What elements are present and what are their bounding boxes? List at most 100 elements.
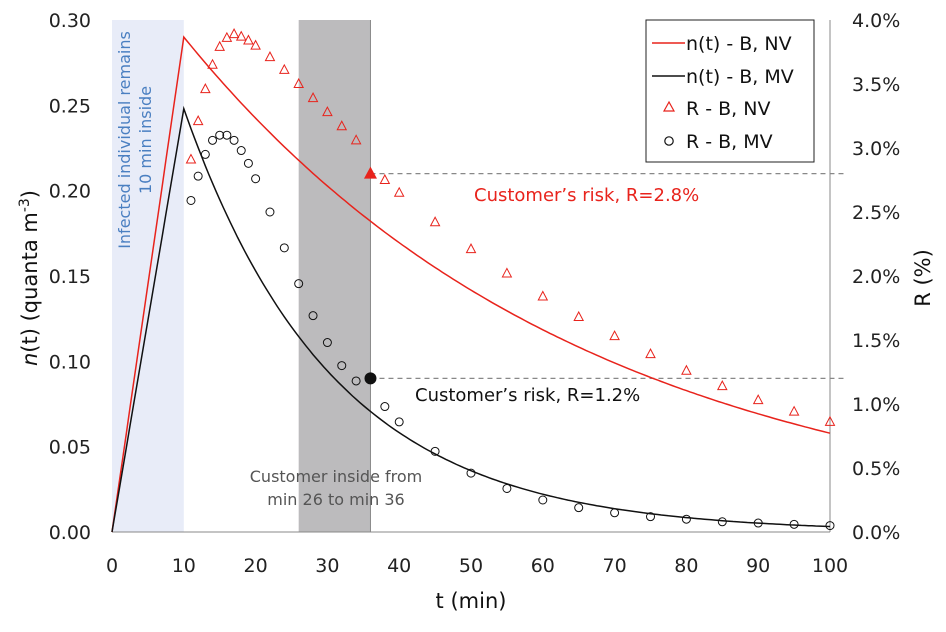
- mv-risk-circle-point: [430, 446, 440, 456]
- y-right-tick-label: 1.0%: [852, 394, 900, 416]
- mv-risk-circle-point: [200, 149, 210, 159]
- axes: [112, 20, 846, 533]
- mv-risk-circle-point: [466, 468, 476, 478]
- legend-box: [645, 19, 815, 163]
- nv-risk-triangle-point: [192, 115, 204, 126]
- nv-risk-triangle-point: [350, 134, 362, 145]
- nv-risk-triangle-point: [716, 380, 728, 391]
- nv-risk-triangle-point: [235, 30, 247, 41]
- annotation-customer-line2: min 26 to min 36: [267, 490, 404, 509]
- legend: n(t) - B, NV n(t) - B, MV R - B, NV R - …: [645, 19, 815, 163]
- y-left-tick-label: 0.00: [49, 522, 91, 544]
- mv-risk-circle-point: [243, 158, 253, 168]
- nv-risk-triangle-point: [429, 216, 441, 227]
- nv-risk-triangle-point: [788, 405, 800, 416]
- y-axis-left-title: n(t) (quanta m-3): [17, 190, 42, 366]
- tick-labels: 0 10 20 30 40 50 60 70 80 90 100 0.00 0.05 0.10 0.15 0.…: [49, 10, 901, 577]
- nv-risk-triangle-point: [393, 186, 405, 197]
- mv-risk-circle-point: [394, 417, 404, 427]
- nv-risk-triangle-point: [250, 39, 261, 50]
- y-axis-right-title: R (%): [911, 249, 935, 307]
- nv-risk-triangle-point: [609, 330, 620, 341]
- mv-risk-circle-point: [681, 514, 691, 524]
- nv-risk-triangle-point: [228, 28, 240, 39]
- x-tick-label: 60: [531, 555, 555, 577]
- nv-risk-triangle-point: [752, 394, 764, 405]
- series-line-n-t-b-mv: [111, 105, 831, 533]
- y-left-tick-label: 0.30: [49, 10, 91, 32]
- mv-risk-circle-point: [265, 207, 275, 217]
- mv-risk-circle-point: [322, 338, 332, 348]
- mv-risk-circle-point: [251, 174, 261, 184]
- mv-risk-circle-point: [753, 518, 763, 528]
- mv-risk-circle-point: [502, 483, 512, 493]
- shaded-region-1: [298, 20, 371, 532]
- nv-risk-triangle-point: [200, 83, 211, 94]
- y-right-tick-label: 2.5%: [852, 202, 900, 224]
- nv-risk-triangle-point: [243, 34, 254, 45]
- nv-risk-triangle-point: [214, 40, 226, 51]
- y-axis-left-title-close: ): [18, 190, 42, 198]
- mv-risk-circle-point: [279, 243, 289, 253]
- nv-risk-triangle-point: [207, 58, 218, 69]
- legend-item-mv-markers: R - B, MV: [686, 131, 773, 153]
- mv-risk-circle-point: [574, 503, 584, 513]
- mv-risk-circle-point: [308, 311, 318, 321]
- x-tick-label: 40: [387, 555, 411, 577]
- nv-risk-triangle-point: [379, 173, 391, 184]
- y-axis-left-title-prefix: n: [18, 353, 42, 366]
- nv-risk-triangle-point: [278, 63, 290, 74]
- mv-risk-circle-point: [610, 508, 620, 518]
- annotation-infected: Infected individual remains 10 min insid…: [115, 31, 155, 249]
- mv-risk-circle-point: [351, 376, 361, 386]
- x-tick-label: 80: [674, 555, 698, 577]
- annotation-nv-risk: Customer’s risk, R=2.8%: [474, 185, 699, 206]
- highlight-nv-risk-point: [363, 166, 377, 179]
- y-left-tick-label: 0.05: [49, 437, 91, 459]
- y-axis-left-title-main: (t) (quanta m: [18, 212, 42, 353]
- y-left-tick-label: 0.15: [49, 266, 91, 288]
- mv-risk-circle-point: [538, 495, 548, 505]
- nv-risk-triangle-point: [681, 364, 692, 375]
- series: [111, 28, 836, 533]
- legend-mv-circle-icon: [664, 136, 674, 146]
- nv-risk-triangle-point: [645, 348, 656, 359]
- nv-risk-triangle-point: [264, 51, 276, 62]
- nv-risk-triangle-point: [336, 120, 348, 131]
- mv-risk-circle-point: [717, 517, 727, 527]
- nv-risk-triangle-point: [293, 77, 305, 88]
- y-axis-right-title-text: R (%): [911, 249, 935, 307]
- annotation-infected-line2: 10 min inside: [136, 86, 155, 194]
- nv-risk-triangle-point: [537, 290, 549, 301]
- x-tick-label: 70: [603, 555, 627, 577]
- nv-risk-triangle-point: [322, 106, 333, 117]
- y-right-tick-label: 3.0%: [852, 138, 900, 160]
- y-left-tick-label: 0.20: [49, 181, 91, 203]
- mv-risk-circle-point: [193, 171, 203, 181]
- legend-item-mv-line: n(t) - B, MV: [686, 66, 794, 88]
- nv-risk-triangle-point: [501, 267, 513, 278]
- mv-risk-circle-point: [646, 512, 655, 522]
- y-right-tick-label: 1.5%: [852, 330, 900, 352]
- svg-text:n(t) (quanta m-3): n(t) (quanta m-3): [17, 190, 42, 366]
- annotation-mv-risk: Customer’s risk, R=1.2%: [415, 385, 640, 406]
- y-right-tick-label: 2.0%: [852, 266, 900, 288]
- annotation-customer-line1: Customer inside from: [250, 467, 423, 486]
- x-tick-label: 10: [172, 555, 196, 577]
- mv-risk-circle-point: [222, 130, 232, 140]
- x-tick-label: 50: [459, 555, 483, 577]
- x-tick-label: 100: [812, 555, 848, 577]
- x-axis-title: t (min): [436, 589, 507, 613]
- mv-risk-circle-point: [236, 146, 246, 156]
- mv-risk-circle-point: [215, 130, 225, 140]
- mv-risk-circle-point: [825, 521, 835, 531]
- annotation-infected-line1: Infected individual remains: [115, 31, 134, 249]
- x-tick-label: 30: [315, 555, 339, 577]
- x-tick-label: 20: [244, 555, 268, 577]
- mv-risk-circle-point: [789, 519, 799, 529]
- mv-risk-circle-point: [186, 195, 196, 205]
- y-right-tick-label: 0.0%: [852, 522, 900, 544]
- nv-risk-triangle-point: [465, 243, 477, 254]
- series-line-n-t-b-nv: [111, 35, 831, 533]
